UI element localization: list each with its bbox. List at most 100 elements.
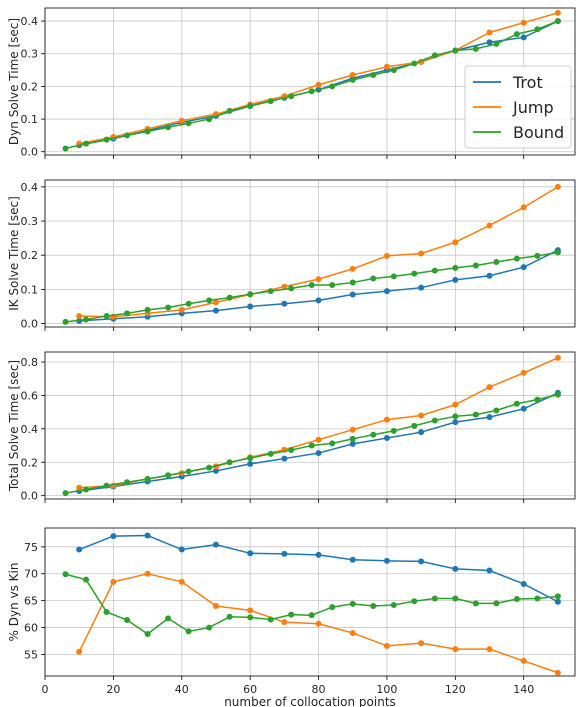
data-point (452, 47, 459, 54)
y-tick-label: 0.1 (21, 283, 39, 296)
x-tick-label: 60 (243, 683, 257, 696)
series-bound (62, 571, 561, 638)
data-point (383, 288, 390, 295)
data-point (486, 39, 493, 46)
data-point (247, 455, 254, 462)
data-point (165, 304, 172, 311)
data-point (83, 576, 90, 583)
data-point (520, 34, 527, 41)
data-point (349, 556, 356, 563)
data-point (144, 631, 151, 638)
data-point (520, 19, 527, 26)
series-jump (76, 570, 561, 676)
axes-frame (44, 7, 576, 156)
data-point (534, 26, 541, 33)
data-point (165, 472, 172, 479)
x-tick-label: 20 (106, 683, 120, 696)
data-point (390, 427, 397, 434)
data-point (185, 300, 192, 307)
data-point (431, 595, 438, 602)
data-point (554, 18, 561, 25)
data-point (472, 45, 479, 52)
data-point (370, 71, 377, 78)
data-point (486, 646, 493, 653)
axes-frame (44, 351, 576, 500)
series-bound (62, 18, 561, 152)
data-point (349, 426, 356, 433)
data-point (411, 598, 418, 605)
data-point (247, 291, 254, 298)
data-point (247, 303, 254, 310)
y-axis-label: Total Solve Time [sec] (7, 360, 21, 492)
legend-entry: Bound (513, 123, 564, 142)
data-point (520, 657, 527, 664)
data-point (62, 318, 69, 325)
data-point (520, 264, 527, 271)
data-point (520, 369, 527, 376)
data-point (349, 600, 356, 607)
data-point (247, 607, 254, 614)
data-point (124, 132, 131, 139)
data-point (144, 475, 151, 482)
y-tick-label: 70 (24, 568, 38, 581)
y-tick-label: 0.3 (21, 215, 39, 228)
x-tick-label: 40 (175, 683, 189, 696)
data-point (486, 414, 493, 421)
data-point (383, 435, 390, 442)
data-point (62, 145, 69, 152)
data-point (110, 533, 117, 540)
y-tick-label: 0.0 (21, 318, 39, 331)
data-point (452, 401, 459, 408)
data-point (124, 310, 131, 317)
data-point (418, 429, 425, 436)
data-point (534, 396, 541, 403)
x-tick-label: 80 (312, 683, 326, 696)
data-point (472, 600, 479, 607)
data-point (267, 450, 274, 457)
data-point (212, 307, 219, 314)
data-point (288, 447, 295, 454)
data-point (452, 565, 459, 572)
data-point (212, 541, 219, 548)
data-point (383, 642, 390, 649)
data-point (124, 479, 131, 486)
data-point (554, 391, 561, 398)
y-tick-label: 0.2 (21, 80, 39, 93)
data-point (418, 284, 425, 291)
data-point (431, 52, 438, 59)
x-tick-label: 120 (445, 683, 466, 696)
y-tick-label: 0.4 (21, 181, 39, 194)
data-point (383, 557, 390, 564)
data-point (206, 464, 213, 471)
data-point (329, 281, 336, 288)
data-point (76, 648, 83, 655)
data-point (308, 281, 315, 288)
y-axis-label: % Dyn vs Kin (7, 563, 21, 642)
data-point (281, 619, 288, 626)
data-point (554, 669, 561, 676)
data-point (349, 435, 356, 442)
data-point (349, 291, 356, 298)
y-tick-label: 0.8 (21, 356, 39, 369)
data-point (165, 615, 172, 622)
y-tick-label: 60 (24, 622, 38, 635)
data-point (315, 436, 322, 443)
x-tick-label: 0 (42, 683, 49, 696)
y-tick-label: 0.0 (21, 146, 39, 159)
data-point (110, 578, 117, 585)
data-point (513, 400, 520, 407)
series-line (65, 573, 558, 635)
data-point (281, 455, 288, 462)
data-point (226, 107, 233, 114)
x-tick-label: 140 (513, 683, 534, 696)
legend-entry: Trot (512, 73, 543, 92)
y-tick-label: 0.2 (21, 249, 39, 262)
data-point (144, 570, 151, 577)
legend-box (464, 65, 572, 149)
data-point (513, 255, 520, 262)
data-point (520, 580, 527, 587)
data-point (383, 63, 390, 70)
y-tick-label: 0.4 (21, 15, 39, 28)
data-point (288, 611, 295, 618)
